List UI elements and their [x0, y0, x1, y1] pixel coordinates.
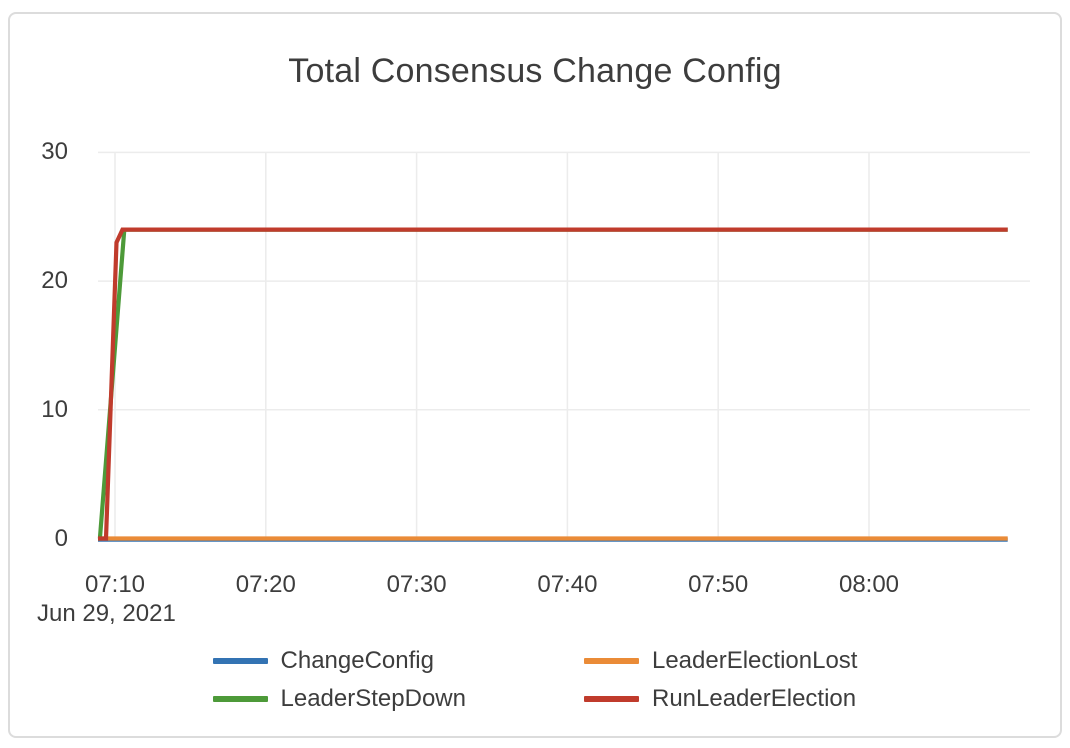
x-tick-label: 07:30: [386, 571, 447, 598]
legend-item-leaderelectionlost[interactable]: LeaderElectionLost: [583, 647, 858, 674]
legend-swatch-leaderstepdown: [212, 696, 268, 702]
legend-swatch-changeconfig: [212, 658, 268, 664]
y-tick-label: 10: [41, 395, 68, 423]
y-tick-label: 0: [54, 524, 68, 552]
legend-swatch-leaderelectionlost: [583, 658, 639, 664]
x-tick-label: 07:50: [688, 571, 749, 598]
legend-label-runleaderelection: RunLeaderElection: [651, 685, 857, 712]
chart-title: Total Consensus Change Config: [288, 52, 782, 90]
series-line-leaderstepdown: [97, 227, 1008, 541]
legend-item-runleaderelection[interactable]: RunLeaderElection: [583, 685, 857, 712]
y-tick-label: 30: [41, 138, 68, 166]
series-line-runleaderelection: [98, 227, 1008, 541]
legend-label-changeconfig: ChangeConfig: [280, 647, 434, 674]
legend-swatch-runleaderelection: [583, 696, 639, 702]
x-axis-date-label: Jun 29, 2021: [37, 600, 176, 627]
chart-card: [8, 12, 1062, 738]
x-tick-label: 07:10: [84, 571, 146, 598]
legend-item-leaderstepdown[interactable]: LeaderStepDown: [212, 685, 466, 712]
x-tick-label: 08:00: [838, 571, 900, 598]
legend-label-leaderstepdown: LeaderStepDown: [280, 685, 466, 712]
x-tick-label: 07:40: [537, 571, 598, 598]
x-tick-label: 07:20: [235, 571, 296, 598]
legend-label-leaderelectionlost: LeaderElectionLost: [651, 647, 858, 674]
legend: ChangeConfig LeaderElectionLost LeaderSt…: [0, 648, 1070, 712]
legend-item-changeconfig[interactable]: ChangeConfig: [212, 647, 466, 674]
y-tick-label: 20: [41, 267, 68, 295]
